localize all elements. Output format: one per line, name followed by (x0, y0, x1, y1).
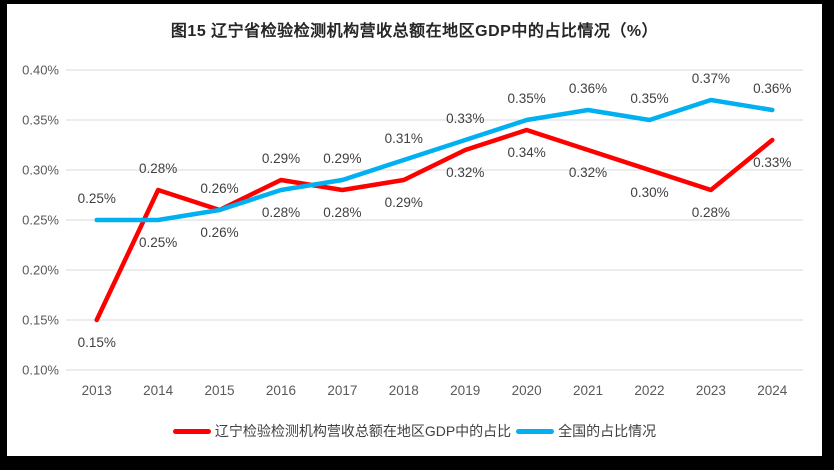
liaoning-data-label: 0.29% (262, 151, 300, 166)
x-tick-label: 2021 (573, 383, 603, 398)
liaoning-data-label: 0.32% (569, 165, 607, 180)
national-data-label: 0.28% (262, 205, 300, 220)
x-tick-label: 2017 (327, 383, 357, 398)
x-tick-label: 2023 (696, 383, 726, 398)
chart-title: 图15 辽宁省检验检测机构营收总额在地区GDP中的占比情况（%） (170, 23, 659, 40)
legend: 辽宁检验检测机构营收总额在地区GDP中的占比 全国的占比情况 (7, 421, 822, 441)
liaoning-data-label: 0.29% (385, 195, 423, 210)
y-tick-label: 0.30% (22, 163, 59, 178)
national-data-label: 0.35% (507, 91, 545, 106)
legend-label-liaoning: 辽宁检验检测机构营收总额在地区GDP中的占比 (214, 423, 512, 439)
national-data-label: 0.36% (753, 81, 791, 96)
liaoning-series-line (94, 127, 775, 323)
liaoning-data-label: 0.26% (200, 181, 238, 196)
national-data-label: 0.25% (78, 191, 116, 206)
liaoning-data-label: 0.33% (753, 155, 791, 170)
liaoning-data-label: 0.32% (446, 165, 484, 180)
chart-container: 图15 辽宁省检验检测机构营收总额在地区GDP中的占比情况（%） 0.40% 0.… (7, 4, 822, 456)
plot-area: 0.40% 0.35% 0.30% 0.25% 0.20% 0.15% 0.10% 2013 2… (22, 63, 803, 398)
liaoning-data-label: 0.34% (507, 145, 545, 160)
national-data-label: 0.37% (692, 71, 730, 86)
x-tick-label: 2014 (143, 383, 174, 398)
x-tick-label: 2018 (389, 383, 419, 398)
national-data-label: 0.29% (323, 151, 361, 166)
y-tick-label: 0.25% (22, 213, 59, 228)
x-tick-label: 2015 (205, 383, 235, 398)
national-data-label: 0.26% (200, 225, 238, 240)
x-tick-label: 2016 (266, 383, 296, 398)
national-series-line (94, 97, 775, 223)
liaoning-data-label: 0.28% (692, 205, 730, 220)
legend-label-national: 全国的占比情况 (558, 423, 657, 439)
legend-item-liaoning: 辽宁检验检测机构营收总额在地区GDP中的占比 (172, 421, 512, 441)
national-data-label: 0.31% (385, 131, 423, 146)
liaoning-data-label: 0.28% (139, 161, 177, 176)
y-tick-label: 0.15% (22, 313, 59, 328)
y-tick-label: 0.40% (22, 63, 59, 78)
national-data-label: 0.33% (446, 111, 484, 126)
y-tick-label: 0.20% (22, 263, 59, 278)
liaoning-data-label: 0.30% (630, 185, 668, 200)
x-tick-label: 2013 (82, 383, 112, 398)
national-line-swatch (516, 428, 555, 434)
y-tick-label: 0.35% (22, 113, 59, 128)
x-tick-label: 2020 (512, 383, 542, 398)
liaoning-data-label: 0.15% (78, 335, 116, 350)
legend-item-national: 全国的占比情况 (516, 421, 656, 441)
liaoning-line-swatch (172, 428, 211, 434)
x-tick-label: 2022 (634, 383, 664, 398)
national-data-label: 0.25% (139, 235, 177, 250)
liaoning-data-label: 0.28% (323, 205, 361, 220)
x-tick-label: 2019 (450, 383, 480, 398)
national-data-label: 0.35% (630, 91, 668, 106)
national-data-label: 0.36% (569, 81, 607, 96)
y-tick-label: 0.10% (22, 363, 59, 378)
x-tick-label: 2024 (757, 383, 788, 398)
